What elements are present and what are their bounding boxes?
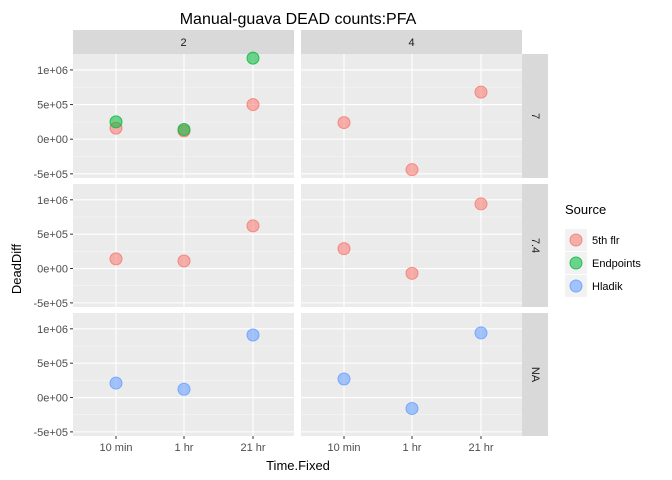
x-tick-label: 10 min <box>327 442 360 454</box>
data-point-5th-flr <box>405 266 419 280</box>
y-tick-label: 0e+00 <box>37 264 68 276</box>
facet-strip-top <box>73 30 294 54</box>
facet-strip-label: 7 <box>529 113 541 119</box>
data-point-5th-flr <box>246 219 260 233</box>
facet-strip-label: 2 <box>180 37 186 49</box>
data-point-5th-flr <box>474 197 488 211</box>
legend-label: Endpoints <box>592 258 641 270</box>
legend-marker <box>569 256 583 270</box>
legend-label: 5th flr <box>592 235 620 247</box>
y-tick-label: 0e+00 <box>37 134 68 146</box>
data-point-hladik <box>246 328 260 342</box>
chart-title: Manual-guava DEAD counts:PFA <box>180 11 417 28</box>
data-point-hladik <box>474 326 488 340</box>
y-tick-label: 1e+06 <box>37 65 68 77</box>
facet-strip-label: NA <box>529 367 541 383</box>
y-tick-label: 1e+06 <box>37 195 68 207</box>
facet-strip-label: 4 <box>408 37 414 49</box>
data-point-endpoints <box>246 51 260 65</box>
facet-panels: 2 4 7 7.4 NA -5e+05 0e+00 5e+05 1e+06 -5e+05 0e+00… <box>33 30 548 454</box>
data-point-hladik <box>109 376 123 390</box>
data-point-5th-flr <box>337 116 351 130</box>
y-tick-label: 0e+00 <box>37 393 68 405</box>
x-tick-label: 21 hr <box>468 442 493 454</box>
y-tick-label: -5e+05 <box>33 169 68 181</box>
legend: Source 5th flr Endpoints Hladik <box>565 202 641 297</box>
x-axis-title: Time.Fixed <box>266 458 330 473</box>
data-point-hladik <box>177 382 191 396</box>
y-tick-label: 1e+06 <box>37 324 68 336</box>
facet-strip-right <box>522 313 548 436</box>
y-tick-label: 5e+05 <box>37 100 68 112</box>
legend-marker <box>569 233 583 247</box>
data-point-5th-flr <box>337 242 351 256</box>
y-tick-label: -5e+05 <box>33 427 68 439</box>
data-point-5th-flr <box>109 252 123 266</box>
x-tick-label: 1 hr <box>403 442 422 454</box>
legend-title: Source <box>565 202 606 217</box>
y-axis-title: DeadDiff <box>9 243 24 294</box>
x-tick-label: 21 hr <box>240 442 265 454</box>
y-tick-label: 5e+05 <box>37 358 68 370</box>
facet-strip-right <box>522 184 548 307</box>
data-point-5th-flr <box>246 98 260 112</box>
data-point-hladik <box>405 402 419 416</box>
data-point-5th-flr <box>474 85 488 99</box>
legend-label: Hladik <box>592 281 623 293</box>
data-point-endpoints <box>177 123 191 137</box>
facet-strip-label: 7.4 <box>529 238 541 253</box>
data-point-hladik <box>337 372 351 386</box>
data-point-5th-flr <box>405 163 419 177</box>
legend-marker <box>569 279 583 293</box>
y-tick-label: -5e+05 <box>33 298 68 310</box>
data-point-endpoints <box>109 115 123 129</box>
data-point-5th-flr <box>177 254 191 268</box>
facet-strip-right <box>522 54 548 178</box>
x-tick-label: 10 min <box>99 442 132 454</box>
x-tick-label: 1 hr <box>175 442 194 454</box>
y-tick-label: 5e+05 <box>37 229 68 241</box>
facet-strip-top <box>301 30 522 54</box>
